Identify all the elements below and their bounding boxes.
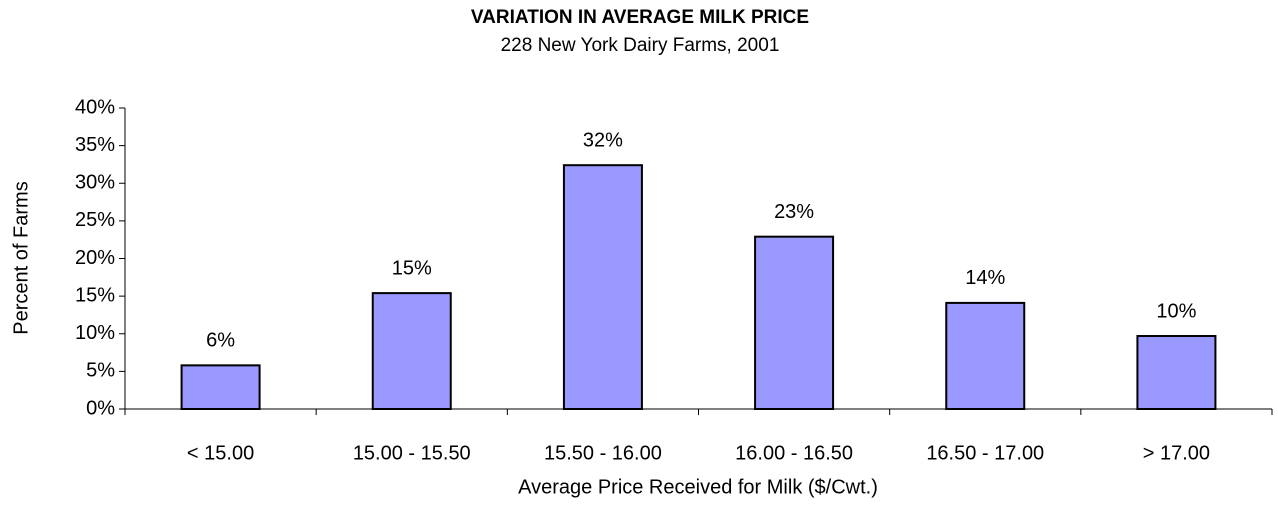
y-axis-label: Percent of Farms	[10, 181, 32, 334]
x-tick-label: 15.00 - 15.50	[353, 442, 471, 464]
data-label: 14%	[965, 267, 1005, 289]
chart-subtitle: 228 New York Dairy Farms, 2001	[501, 35, 780, 56]
x-tick-label: 16.00 - 16.50	[735, 442, 853, 464]
x-axis-label: Average Price Received for Milk ($/Cwt.)	[518, 476, 878, 498]
y-tick-label: 15%	[75, 284, 115, 306]
bar	[945, 301, 1026, 410]
data-label: 15%	[392, 257, 432, 279]
data-label: 23%	[774, 201, 814, 223]
x-tick-label: 15.50 - 16.00	[544, 442, 662, 464]
y-tick-label: 30%	[75, 172, 115, 194]
x-tick-label: > 17.00	[1143, 442, 1210, 464]
y-tick-label: 25%	[75, 209, 115, 231]
y-tick-label: 35%	[75, 134, 115, 156]
y-tick-label: 5%	[86, 360, 115, 382]
bar	[562, 164, 643, 410]
bar	[180, 364, 261, 411]
bar	[371, 292, 452, 410]
y-tick-label: 0%	[86, 397, 115, 419]
y-tick-label: 40%	[75, 96, 115, 118]
data-label: 10%	[1156, 300, 1196, 322]
bar	[754, 235, 835, 410]
data-label: 6%	[206, 330, 235, 352]
y-tick-label: 20%	[75, 247, 115, 269]
x-tick-label: < 15.00	[187, 442, 254, 464]
x-tick-label: 16.50 - 17.00	[926, 442, 1044, 464]
chart-title: VARIATION IN AVERAGE MILK PRICE	[471, 7, 809, 28]
bar	[1136, 335, 1217, 411]
y-tick-label: 10%	[75, 322, 115, 344]
data-label: 32%	[583, 129, 623, 151]
